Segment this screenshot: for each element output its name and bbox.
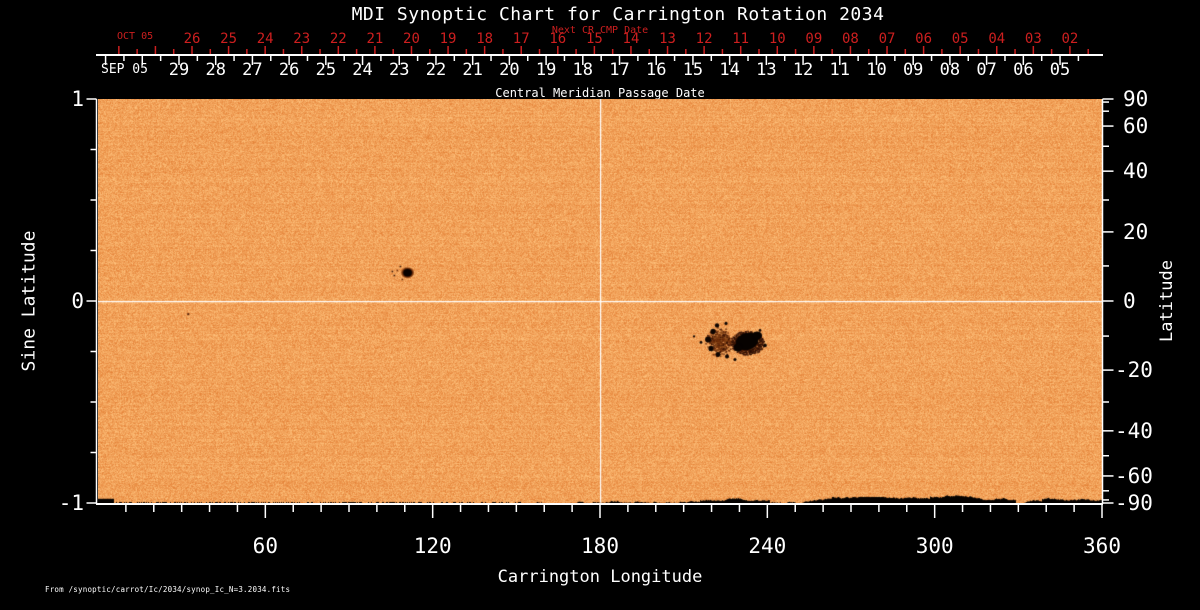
cmp-date-label: 08 [939,60,961,80]
cmp-date-label: 17 [609,60,630,80]
cmp-date-label: 20 [499,60,520,80]
cmp-date-label: 16 [645,60,667,80]
latitude-tick-label: 0 [1123,289,1136,313]
longitude-tick-label: 240 [748,534,787,558]
next-date-label: 04 [988,31,1006,47]
next-date-label: 09 [805,31,823,47]
next-date-label: 18 [476,31,494,47]
longitude-tick-label: 180 [581,534,619,558]
latitude-tick-label: 60 [1123,114,1149,139]
next-month-label: OCT 05 [117,31,154,42]
cmp-date-label: 14 [719,60,740,80]
next-date-label: 03 [1024,31,1042,47]
left-axis-title: Sine Latitude [18,230,40,372]
cmp-date-label: 12 [792,60,814,80]
sine-tick-label: -1 [58,491,84,515]
next-date-label: 22 [329,31,347,47]
next-date-label: 21 [366,31,384,47]
next-date-label: 19 [439,31,457,47]
latitude-tick-label: -60 [1115,463,1153,488]
cmp-date-label: 29 [168,60,190,80]
latitude-tick-label: -90 [1115,491,1153,515]
latitude-tick-label: 40 [1123,159,1149,184]
next-date-label: 14 [622,31,640,47]
cmp-date-label: 06 [1013,60,1034,80]
chart-title: MDI Synoptic Chart for Carrington Rotati… [351,4,885,25]
next-date-label: 07 [878,31,896,47]
next-date-label: 11 [732,31,750,47]
next-date-label: 05 [951,31,969,47]
cmp-date-label: 19 [535,60,557,80]
cmp-date-label: 25 [315,60,337,80]
latitude-tick-label: 20 [1123,219,1149,244]
cmp-date-label: 27 [242,60,263,80]
next-date-label: 06 [915,31,933,47]
next-date-label: 08 [842,31,859,47]
cmp-date-axis-title: Central Meridian Passage Date [495,86,705,100]
next-date-label: 23 [293,31,311,47]
next-date-label: 15 [585,31,603,47]
next-date-label: 17 [512,31,530,47]
latitude-tick-label: -40 [1115,418,1153,443]
longitude-tick-label: 120 [413,534,452,558]
next-cr-cmp-date-label: Next CR CMP Date [551,25,649,36]
latitude-tick-label: 90 [1123,87,1149,111]
next-date-label: 10 [768,31,786,47]
longitude-tick-label: 60 [252,534,278,558]
cmp-date-label: 13 [756,60,777,80]
cmp-date-label: 11 [829,60,851,80]
cmp-date-label: 22 [425,60,447,80]
next-date-label: 13 [659,31,676,47]
next-date-label: 02 [1061,31,1079,47]
right-axis-title: Latitude [1157,260,1177,342]
sine-tick-label: 1 [71,87,84,111]
next-date-label: 16 [549,31,567,47]
cmp-date-label: 15 [682,60,704,80]
cmp-date-label: 24 [352,60,373,80]
next-date-label: 24 [256,31,274,47]
cmp-date-label: 23 [389,60,410,80]
bottom-axis-title: Carrington Longitude [497,567,703,587]
cmp-date-label: 26 [278,60,300,80]
source-file-note: From /synoptic/carrot/Ic/2034/synop_Ic_N… [45,585,291,594]
cmp-date-label: 07 [976,60,997,80]
sine-tick-label: 0 [71,289,84,313]
next-date-label: 26 [183,31,201,47]
cmp-date-label: 28 [205,60,226,80]
cmp-date-label: 10 [866,60,887,80]
cmp-date-label: 05 [1049,60,1071,80]
cmp-date-label: 21 [462,60,483,80]
latitude-tick-label: -20 [1115,358,1153,383]
longitude-tick-label: 300 [915,534,954,558]
cmp-date-label: 18 [572,60,594,80]
cmp-date-label: 09 [902,60,924,80]
next-date-label: 20 [403,31,420,47]
cmp-month-label: SEP 05 [101,62,148,77]
next-date-label: 25 [220,31,238,47]
solar-intensity-map [98,99,1102,503]
next-date-label: 12 [695,31,713,47]
longitude-tick-label: 360 [1083,534,1121,558]
